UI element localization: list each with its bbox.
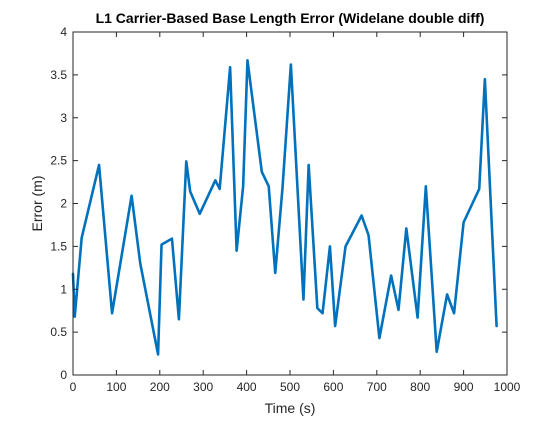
y-tick-label: 2.5 — [50, 154, 67, 168]
x-tick-label: 800 — [410, 380, 430, 394]
x-axis-label: Time (s) — [265, 400, 316, 416]
x-tick-label: 600 — [323, 380, 343, 394]
series-line-0 — [71, 58, 498, 356]
chart-title: L1 Carrier-Based Base Length Error (Wide… — [96, 10, 485, 26]
y-tick-label: 2 — [60, 197, 67, 211]
x-tick-label: 300 — [193, 380, 213, 394]
x-tick-label: 900 — [454, 380, 474, 394]
x-tick-label: 500 — [280, 380, 300, 394]
y-tick-label: 0 — [60, 368, 67, 382]
y-tick-label: 1 — [60, 282, 67, 296]
y-axis-label: Error (m) — [29, 176, 45, 232]
x-tick-label: 200 — [150, 380, 170, 394]
y-tick-label: 0.5 — [50, 325, 67, 339]
x-tick-label: 1000 — [494, 380, 521, 394]
y-tick-label: 3 — [60, 111, 67, 125]
y-tick-label: 4 — [60, 25, 67, 39]
x-tick-label: 0 — [70, 380, 77, 394]
tick-layer: 0 100 200 300 400 500 600 700 800 900 1000 0 0.5 1 1.5… — [50, 25, 520, 394]
y-tick-label: 3.5 — [50, 68, 67, 82]
x-tick-label: 700 — [367, 380, 387, 394]
data-layer — [71, 58, 498, 356]
x-tick-label: 400 — [237, 380, 257, 394]
y-tick-label: 1.5 — [50, 239, 67, 253]
label-layer: L1 Carrier-Based Base Length Error (Wide… — [29, 10, 484, 416]
x-tick-label: 100 — [106, 380, 126, 394]
